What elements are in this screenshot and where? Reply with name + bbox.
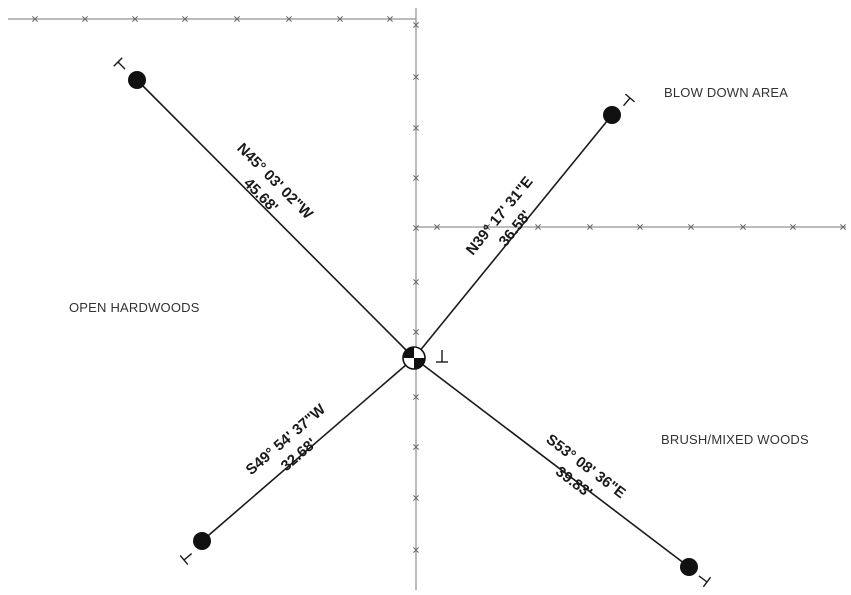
- area-brush-mixed: BRUSH/MIXED WOODS: [661, 432, 809, 447]
- fence-x-marker: [234, 16, 240, 22]
- fence-x-marker: [413, 175, 419, 181]
- fence-x-marker: [413, 125, 419, 131]
- tree-mark-se: [698, 575, 712, 588]
- fence-x-marker: [413, 329, 419, 335]
- ray-se: [413, 357, 690, 568]
- fence-x-marker: [484, 224, 490, 230]
- fence-x-marker: [413, 547, 419, 553]
- endpoint-se: [680, 558, 698, 576]
- tree-mark-nw: [113, 57, 126, 70]
- fence-x-marker: [740, 224, 746, 230]
- fence-x-marker: [840, 224, 846, 230]
- endpoints: [128, 71, 698, 576]
- tree-mark-center: [436, 350, 448, 363]
- area-blow-down: BLOW DOWN AREA: [664, 85, 788, 100]
- label-nw: N45° 03' 02"W 45.68': [233, 140, 316, 224]
- fence-x-marker: [82, 16, 88, 22]
- fence-x-marker: [790, 224, 796, 230]
- fence-x-marker: [286, 16, 292, 22]
- fence-x-marker: [413, 225, 419, 231]
- endpoint-ne: [603, 106, 621, 124]
- fence-x-marker: [688, 224, 694, 230]
- tree-mark-sw: [179, 553, 193, 566]
- tree-marks: [113, 57, 712, 588]
- survey-rays: [136, 79, 690, 568]
- fence-x-marker: [413, 444, 419, 450]
- endpoint-nw: [128, 71, 146, 89]
- fence-x-marker: [413, 495, 419, 501]
- tree-mark-ne: [623, 93, 636, 107]
- fence-x-marker: [413, 22, 419, 28]
- fence-x-marker: [413, 279, 419, 285]
- fence-x-marker: [32, 16, 38, 22]
- fence-x-marker: [413, 74, 419, 80]
- fence-lines: [8, 8, 846, 590]
- fence-x-marker: [337, 16, 343, 22]
- fence-x-marker: [637, 224, 643, 230]
- benchmark-icon: [402, 346, 426, 370]
- ray-ne: [413, 114, 613, 359]
- fence-x-marker: [132, 16, 138, 22]
- fence-x-marker: [587, 224, 593, 230]
- fence-x-marker: [535, 224, 541, 230]
- fence-x-marker: [387, 16, 393, 22]
- area-open-hardwoods: OPEN HARDWOODS: [69, 300, 200, 315]
- endpoint-sw: [193, 532, 211, 550]
- ray-nw: [136, 79, 415, 359]
- label-ne: N39° 17' 31"E 36.58': [463, 173, 537, 258]
- fence-x-marker: [413, 394, 419, 400]
- label-sw: S49° 54' 37"W 32.68': [243, 400, 330, 478]
- label-se: S53° 08' 36"E 39.83': [543, 431, 629, 502]
- fence-x-marker: [434, 224, 440, 230]
- fence-x-marker: [182, 16, 188, 22]
- ray-sw: [201, 357, 415, 542]
- fence-x-markers: [32, 16, 846, 553]
